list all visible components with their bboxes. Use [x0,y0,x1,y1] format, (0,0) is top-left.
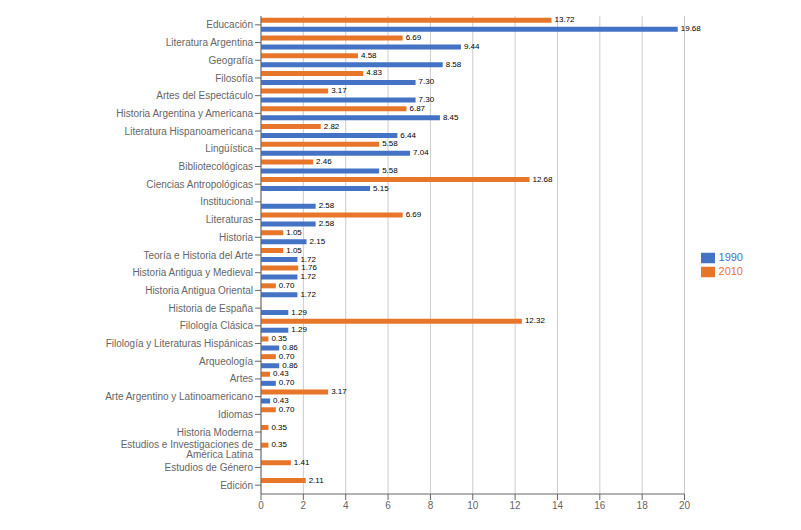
svg-text:8: 8 [428,500,434,511]
svg-text:0.35: 0.35 [271,423,287,432]
svg-text:0: 0 [258,500,264,511]
svg-text:1.05: 1.05 [286,246,302,255]
svg-text:1.29: 1.29 [291,325,307,334]
svg-text:14: 14 [552,500,564,511]
svg-text:Historia de España: Historia de España [169,303,254,314]
svg-text:1.41: 1.41 [294,458,310,467]
svg-text:Geografía: Geografía [209,55,254,66]
svg-text:Historia Argentina y Americana: Historia Argentina y Americana [116,108,253,119]
html-text:1990: 1990 [718,250,743,263]
svg-text:Edición: Edición [220,480,253,491]
svg-text:7.04: 7.04 [413,148,429,157]
svg-text:0.70: 0.70 [279,352,295,361]
svg-text:2.82: 2.82 [324,122,340,131]
svg-text:2.46: 2.46 [316,157,332,166]
svg-text:5.58: 5.58 [382,139,398,148]
svg-text:Estudios e Investigaciones deA: Estudios e Investigaciones deAmérica Lat… [121,439,254,460]
svg-text:2.11: 2.11 [309,476,325,485]
svg-text:1.05: 1.05 [286,228,302,237]
svg-text:12: 12 [510,500,522,511]
svg-text:Estudios de Género: Estudios de Género [165,462,254,473]
svg-text:0.86: 0.86 [282,343,298,352]
svg-text:Filología Clásica: Filología Clásica [180,320,254,331]
svg-text:0.70: 0.70 [279,405,295,414]
svg-text:6.69: 6.69 [406,210,422,219]
svg-text:Literatura Hispanoamericana: Literatura Hispanoamericana [125,126,254,137]
svg-text:2.15: 2.15 [310,237,326,246]
svg-text:20: 20 [679,500,691,511]
svg-text:Historia: Historia [219,232,253,243]
svg-text:19.68: 19.68 [681,24,702,33]
svg-text:12.32: 12.32 [525,316,546,325]
svg-text:18: 18 [637,500,649,511]
svg-text:Teoría e Historia del Arte: Teoría e Historia del Arte [144,250,254,261]
svg-text:1.72: 1.72 [300,272,316,281]
svg-text:1.72: 1.72 [300,290,316,299]
svg-text:2.58: 2.58 [319,219,335,228]
svg-text:Literaturas: Literaturas [206,214,253,225]
svg-text:5.58: 5.58 [382,166,398,175]
svg-text:13.72: 13.72 [555,15,576,24]
svg-text:0.70: 0.70 [279,281,295,290]
html-text:2010: 2010 [718,265,743,277]
svg-text:Institucional: Institucional [200,196,253,207]
svg-text:6.44: 6.44 [400,131,416,140]
svg-text:3.17: 3.17 [331,387,347,396]
svg-text:0.70: 0.70 [279,378,295,387]
svg-text:7.30: 7.30 [419,95,435,104]
svg-text:Arte Argentino y Latinoamerica: Arte Argentino y Latinoamericano [105,391,253,402]
svg-text:Filología y Literaturas Hispán: Filología y Literaturas Hispánicas [106,338,253,349]
svg-text:Lingüística: Lingüística [205,143,253,154]
svg-text:Literatura Argentina: Literatura Argentina [166,37,254,48]
svg-text:Ciencias Antropológicas: Ciencias Antropológicas [146,179,253,190]
svg-text:1.76: 1.76 [301,263,317,272]
svg-text:0.43: 0.43 [273,369,289,378]
svg-text:Historia Antigua y Medieval: Historia Antigua y Medieval [132,267,253,278]
svg-text:0.35: 0.35 [271,334,287,343]
svg-text:8.58: 8.58 [446,60,462,69]
svg-text:4.58: 4.58 [361,51,377,60]
svg-text:Filosofía: Filosofía [215,73,253,84]
svg-text:Historia Moderna: Historia Moderna [177,427,254,438]
svg-text:1.72: 1.72 [300,255,316,264]
svg-text:Historia Antigua Oriental: Historia Antigua Oriental [145,285,253,296]
svg-text:Educación: Educación [206,19,253,30]
svg-text:9.44: 9.44 [464,42,480,51]
svg-text:6.69: 6.69 [406,33,422,42]
svg-text:16: 16 [594,500,606,511]
svg-text:4.83: 4.83 [366,68,382,77]
svg-text:Bibliotecológicas: Bibliotecológicas [179,161,254,172]
svg-text:7.30: 7.30 [419,77,435,86]
svg-text:6: 6 [385,500,391,511]
svg-text:8.45: 8.45 [443,113,459,122]
svg-text:0.35: 0.35 [271,440,287,449]
svg-text:Artes del Espectáculo: Artes del Espectáculo [156,90,253,101]
svg-text:0.86: 0.86 [282,361,298,370]
svg-text:3.17: 3.17 [331,86,347,95]
svg-text:1.29: 1.29 [291,308,307,317]
svg-text:12.68: 12.68 [533,175,554,184]
svg-text:Artes: Artes [230,373,253,384]
svg-text:6.87: 6.87 [409,104,425,113]
svg-text:Idiomas: Idiomas [218,409,253,420]
svg-text:5.15: 5.15 [373,184,389,193]
svg-text:Arqueología: Arqueología [199,356,253,367]
svg-text:10: 10 [467,500,479,511]
svg-text:4: 4 [343,500,349,511]
svg-text:0.43: 0.43 [273,396,289,405]
svg-text:2.58: 2.58 [319,201,335,210]
svg-text:2: 2 [301,500,307,511]
